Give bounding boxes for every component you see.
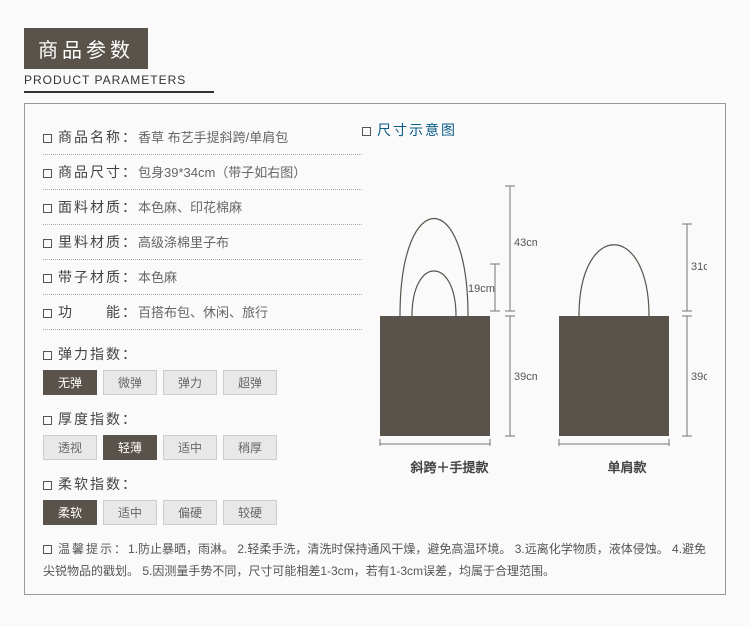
spec-label: 商品名称： [58,127,138,147]
bag1-svg: 34cm 39cm 43cm [362,146,537,446]
elastic-chip[interactable]: 微弹 [103,370,157,395]
header-title-en: PRODUCT PARAMETERS [24,73,726,91]
softness-chip[interactable]: 适中 [103,500,157,525]
softness-chips: 柔软适中偏硬较硬 [43,500,362,525]
square-bullet-icon [43,545,52,554]
spec-label: 带子材质： [58,267,138,287]
spec-label: 面料材质： [58,197,138,217]
square-bullet-icon [43,481,52,490]
spec-label: 里料材质： [58,232,138,252]
thickness-chip[interactable]: 适中 [163,435,217,460]
header: 商品参数 PRODUCT PARAMETERS [24,28,726,93]
spec-label: 商品尺寸： [58,162,138,182]
bag-diagram-crossbody: 34cm 39cm 43cm [362,146,537,476]
spec-value: 百搭布包、休闲、旅行 [138,302,268,321]
square-bullet-icon [362,127,371,136]
softness-chip[interactable]: 柔软 [43,500,97,525]
diagram-title: 尺寸示意图 [362,120,707,140]
spec-row: 里料材质：高级涤棉里子布 [43,225,362,260]
spec-row: 面料材质：本色麻、印花棉麻 [43,190,362,225]
softness-index-title: 柔软指数： [43,474,362,494]
bag-diagram-shoulder: 34cm 39cm 31cm 单肩款 [547,146,707,476]
spec-column: 商品名称：香草 布艺手提斜跨/单肩包商品尺寸：包身39*34cm（带子如右图）面… [43,120,362,525]
thickness-chip[interactable]: 透视 [43,435,97,460]
elastic-chip[interactable]: 无弹 [43,370,97,395]
tips-text: 1.防止暴晒，雨淋。 2.轻柔手洗，清洗时保持通风干燥，避免高温环境。 3.远离… [43,542,706,578]
spec-value: 香草 布艺手提斜跨/单肩包 [138,127,288,146]
spec-row: 功 能：百搭布包、休闲、旅行 [43,295,362,330]
bag1-height-label: 39cm [514,371,537,383]
square-bullet-icon [43,416,52,425]
header-rule [24,91,214,93]
tips-block: 温馨提示：1.防止暴晒，雨淋。 2.轻柔手洗，清洗时保持通风干燥，避免高温环境。… [43,539,707,582]
square-bullet-icon [43,134,52,143]
header-title-cn: 商品参数 [24,28,148,69]
bag2-svg: 34cm 39cm 31cm [547,146,707,446]
square-bullet-icon [43,351,52,360]
spec-row: 商品名称：香草 布艺手提斜跨/单肩包 [43,120,362,155]
spec-row: 商品尺寸：包身39*34cm（带子如右图） [43,155,362,190]
elastic-chips: 无弹微弹弹力超弹 [43,370,362,395]
elastic-chip[interactable]: 超弹 [223,370,277,395]
bag2-strap-label: 31cm [691,261,707,273]
parameters-panel: 商品名称：香草 布艺手提斜跨/单肩包商品尺寸：包身39*34cm（带子如右图）面… [24,103,726,595]
elastic-chip[interactable]: 弹力 [163,370,217,395]
softness-chip[interactable]: 偏硬 [163,500,217,525]
square-bullet-icon [43,239,52,248]
tips-label: 温馨提示： [58,542,128,556]
spec-value: 包身39*34cm（带子如右图） [138,162,306,181]
spec-value: 高级涤棉里子布 [138,232,229,251]
diagram-column: 尺寸示意图 34cm [362,120,707,525]
thickness-chips: 透视轻薄适中稍厚 [43,435,362,460]
spec-value: 本色麻 [138,267,177,286]
bag2-height-label: 39cm [691,371,707,383]
thickness-chip[interactable]: 稍厚 [223,435,277,460]
bag1-caption: 斜跨＋手提款 [362,457,537,476]
spec-label: 功 能： [58,302,138,322]
square-bullet-icon [43,309,52,318]
thickness-chip[interactable]: 轻薄 [103,435,157,460]
bag1-strap-outer-label: 43cm [514,237,537,249]
square-bullet-icon [43,274,52,283]
softness-chip[interactable]: 较硬 [223,500,277,525]
thickness-index-title: 厚度指数： [43,409,362,429]
square-bullet-icon [43,204,52,213]
bag2-caption: 单肩款 [547,457,707,476]
spec-value: 本色麻、印花棉麻 [138,197,242,216]
bag1-strap-inner-label: 19cm [468,283,495,295]
square-bullet-icon [43,169,52,178]
elastic-index-title: 弹力指数： [43,344,362,364]
spec-row: 带子材质：本色麻 [43,260,362,295]
